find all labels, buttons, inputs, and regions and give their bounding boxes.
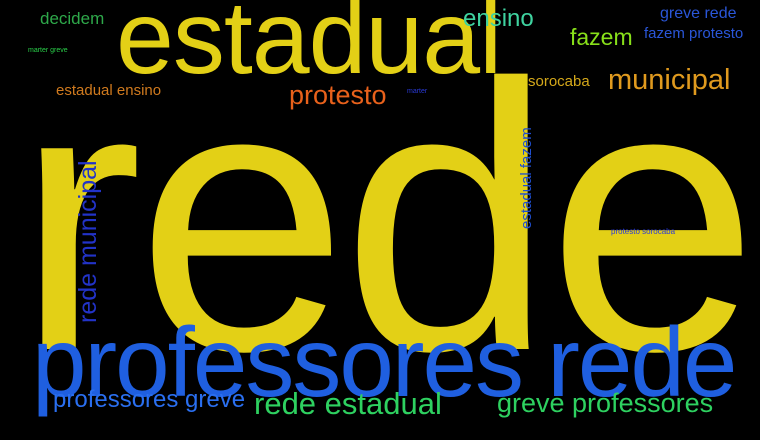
word-fazem-protesto: fazem protesto: [644, 25, 744, 42]
word-sorocaba: sorocaba: [528, 73, 590, 90]
word-estadual-ensino: estadual ensino: [56, 82, 162, 99]
word-professores-rede: professores rede: [32, 307, 737, 417]
word-protesto-sorocaba: protesto sorocaba: [611, 227, 676, 236]
word-rede-municipal: rede municipal: [74, 160, 102, 323]
word-greve-rede: greve rede: [660, 5, 737, 22]
word-estadual-fazem: estadual fazem: [518, 127, 535, 229]
word-decidem: decidem: [40, 9, 105, 28]
word-municipal: municipal: [608, 64, 731, 96]
word-rede-estadual: rede estadual: [254, 386, 442, 421]
word-professores-greve: professores greve: [53, 386, 246, 413]
word-rede: rede: [16, 5, 759, 430]
word-greve-professores: greve professores: [497, 388, 714, 418]
word-fazem: fazem: [570, 24, 633, 50]
word-marter-greve: marter greve: [28, 47, 68, 54]
word-protesto: protesto: [289, 80, 387, 110]
word-marter: marter: [407, 88, 428, 95]
word-estadual: estadual: [116, 0, 502, 96]
word-ensino: ensino: [463, 5, 534, 32]
